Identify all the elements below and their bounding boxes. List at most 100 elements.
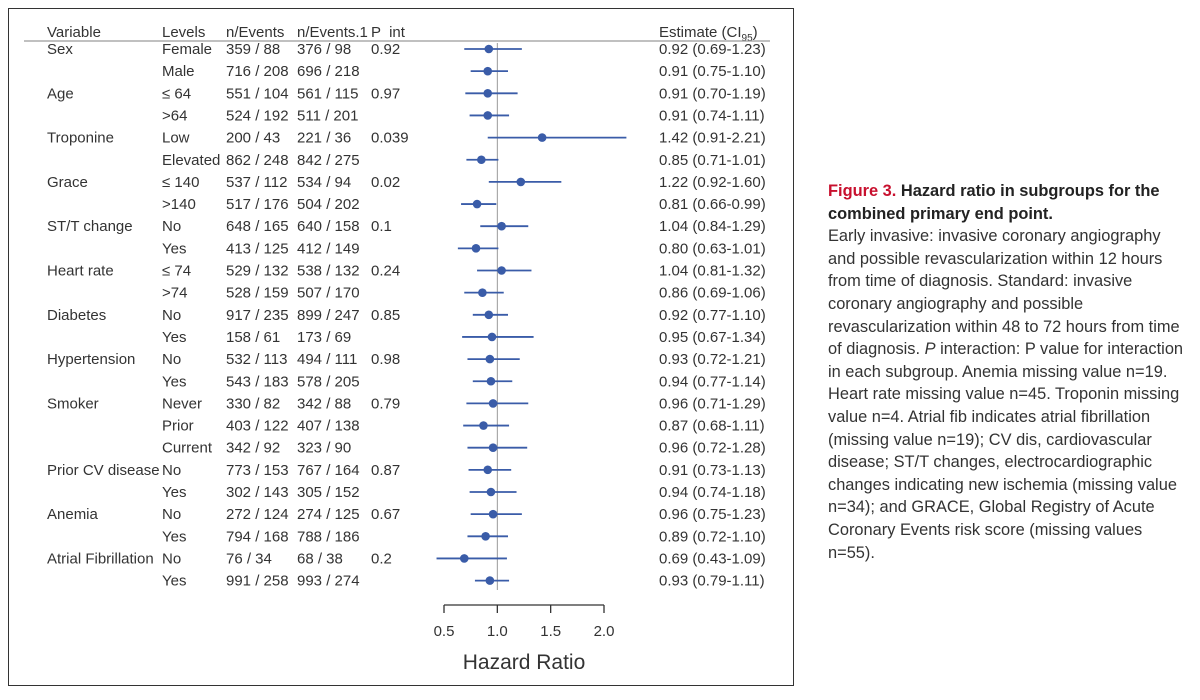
row-estimate: 0.93 (0.79-1.11)	[659, 573, 765, 590]
hr-point	[483, 89, 493, 98]
row-estimate: 0.96 (0.75-1.23)	[659, 506, 766, 523]
row-n-events-1: 788 / 186	[297, 528, 360, 545]
row-level: Elevated	[162, 152, 220, 169]
row-n-events: 272 / 124	[226, 506, 289, 523]
row-n-events: 342 / 92	[226, 440, 280, 457]
row-variable: ST/T change	[47, 218, 133, 235]
header-estimate-suffix: )	[753, 24, 758, 41]
row-level: No	[162, 351, 181, 368]
caption-title: Hazard ratio in subgroups for the combin…	[828, 182, 1160, 223]
row-n-events: 773 / 153	[226, 462, 289, 479]
row-estimate: 0.93 (0.72-1.21)	[659, 351, 766, 368]
row-estimate: 0.91 (0.75-1.10)	[659, 63, 766, 80]
row-level: ≤ 64	[162, 85, 191, 102]
row-n-events: 302 / 143	[226, 484, 289, 501]
row-level: No	[162, 462, 181, 479]
row-p-int: 0.67	[371, 506, 400, 523]
row-n-events: 403 / 122	[226, 418, 289, 435]
row-p-int: 0.24	[371, 263, 400, 280]
row-p-int: 0.79	[371, 395, 400, 412]
row-variable: Heart rate	[47, 263, 114, 280]
row-n-events-1: 696 / 218	[297, 63, 360, 80]
hr-point	[483, 111, 493, 120]
hr-point	[488, 443, 498, 453]
hr-point	[497, 266, 506, 275]
row-estimate: 0.95 (0.67-1.34)	[659, 329, 766, 346]
hr-point	[479, 421, 488, 430]
row-variable: Anemia	[47, 506, 99, 523]
caption-p-italic: P	[924, 340, 936, 359]
row-n-events: 524 / 192	[226, 107, 289, 124]
row-level: Male	[162, 63, 195, 80]
caption-body-1: Early invasive: invasive coronary angiog…	[828, 227, 1180, 359]
row-n-events-1: 993 / 274	[297, 573, 360, 590]
hr-point	[471, 244, 481, 253]
row-n-events-1: 640 / 158	[297, 218, 360, 235]
row-n-events: 862 / 248	[226, 152, 289, 169]
row-variable: Prior CV disease	[47, 462, 160, 479]
row-level: ≤ 140	[162, 174, 199, 191]
row-estimate: 0.94 (0.77-1.14)	[659, 373, 766, 390]
row-estimate: 0.92 (0.69-1.23)	[659, 41, 766, 58]
hr-point	[484, 44, 494, 54]
x-axis-tick-label: 0.5	[434, 623, 455, 640]
row-n-events: 529 / 132	[226, 263, 289, 280]
hr-point	[485, 354, 495, 364]
row-level: Female	[162, 41, 212, 58]
row-level: No	[162, 307, 181, 324]
hr-point	[483, 66, 493, 76]
row-level: Yes	[162, 528, 186, 545]
header-n-events: n/Events	[226, 24, 284, 41]
hr-point	[486, 487, 496, 497]
row-n-events-1: 494 / 111	[297, 351, 357, 368]
row-level: ≤ 74	[162, 263, 191, 280]
row-n-events-1: 504 / 202	[297, 196, 360, 213]
row-n-events-1: 221 / 36	[297, 130, 351, 147]
hr-point	[481, 532, 490, 541]
row-p-int: 0.85	[371, 307, 400, 324]
row-n-events: 200 / 43	[226, 130, 280, 147]
figure-frame	[8, 8, 794, 686]
row-variable: Atrial Fibrillation	[47, 550, 154, 567]
row-estimate: 0.69 (0.43-1.09)	[659, 550, 766, 567]
row-level: >140	[162, 196, 196, 213]
hr-point	[488, 399, 498, 408]
row-estimate: 1.04 (0.81-1.32)	[659, 263, 766, 280]
row-n-events-1: 534 / 94	[297, 174, 351, 191]
row-n-events-1: 323 / 90	[297, 440, 351, 457]
hr-point	[486, 376, 496, 386]
row-n-events: 551 / 104	[226, 85, 289, 102]
row-level: Never	[162, 395, 202, 412]
row-n-events: 158 / 61	[226, 329, 280, 346]
row-n-events: 330 / 82	[226, 395, 280, 412]
row-estimate: 0.86 (0.69-1.06)	[659, 285, 766, 302]
hr-point	[472, 199, 482, 209]
figure-caption: Figure 3. Hazard ratio in subgroups for …	[828, 180, 1184, 564]
row-variable: Diabetes	[47, 307, 106, 324]
row-estimate: 0.91 (0.70-1.19)	[659, 85, 766, 102]
row-n-events: 76 / 34	[226, 550, 272, 567]
caption-body-2: interaction: P value for interaction in …	[828, 340, 1184, 562]
row-n-events-1: 376 / 98	[297, 41, 351, 58]
row-level: Yes	[162, 373, 186, 390]
row-estimate: 0.96 (0.72-1.28)	[659, 440, 766, 457]
hr-point	[484, 310, 494, 320]
forest-plot: Variable Levels n/Events n/Events.1 P in…	[24, 24, 770, 674]
row-variable: Age	[47, 85, 74, 102]
row-n-events: 648 / 165	[226, 218, 289, 235]
hr-point	[478, 288, 487, 297]
row-n-events-1: 173 / 69	[297, 329, 351, 346]
row-n-events: 716 / 208	[226, 63, 289, 80]
header-p-int: P int	[371, 24, 406, 41]
row-estimate: 0.91 (0.74-1.11)	[659, 107, 765, 124]
hr-point	[537, 133, 547, 142]
row-n-events-1: 342 / 88	[297, 395, 351, 412]
row-estimate: 0.91 (0.73-1.13)	[659, 462, 766, 479]
row-variable: Grace	[47, 174, 88, 191]
row-variable: Troponine	[47, 130, 114, 147]
row-level: No	[162, 218, 181, 235]
row-variable: Sex	[47, 41, 73, 58]
row-n-events-1: 767 / 164	[297, 462, 360, 479]
row-n-events: 359 / 88	[226, 41, 280, 58]
hr-point	[483, 465, 493, 475]
